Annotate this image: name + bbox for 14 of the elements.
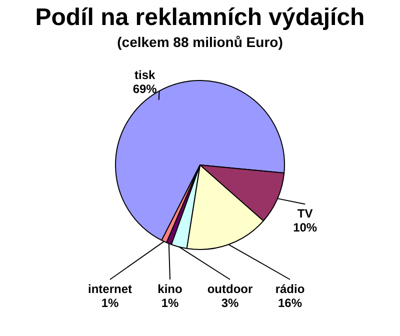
slice-label: kino bbox=[158, 282, 182, 296]
data-label: 69% bbox=[132, 82, 158, 96]
data-label: 10% bbox=[293, 220, 318, 234]
slice-label: outdoor bbox=[207, 282, 253, 296]
slice-label: rádio bbox=[275, 282, 305, 296]
slice-label: internet bbox=[88, 282, 132, 296]
data-label: 1% bbox=[101, 296, 119, 310]
data-label: 16% bbox=[278, 296, 302, 310]
chart-title: Podíl na reklamních výdajích bbox=[34, 4, 366, 32]
slice-label: TV bbox=[297, 206, 313, 220]
slice-label: tisk bbox=[134, 68, 156, 82]
chart-subtitle: (celkem 88 milionů Euro) bbox=[116, 34, 284, 50]
data-label: 3% bbox=[221, 296, 239, 310]
data-label: 1% bbox=[161, 296, 179, 310]
